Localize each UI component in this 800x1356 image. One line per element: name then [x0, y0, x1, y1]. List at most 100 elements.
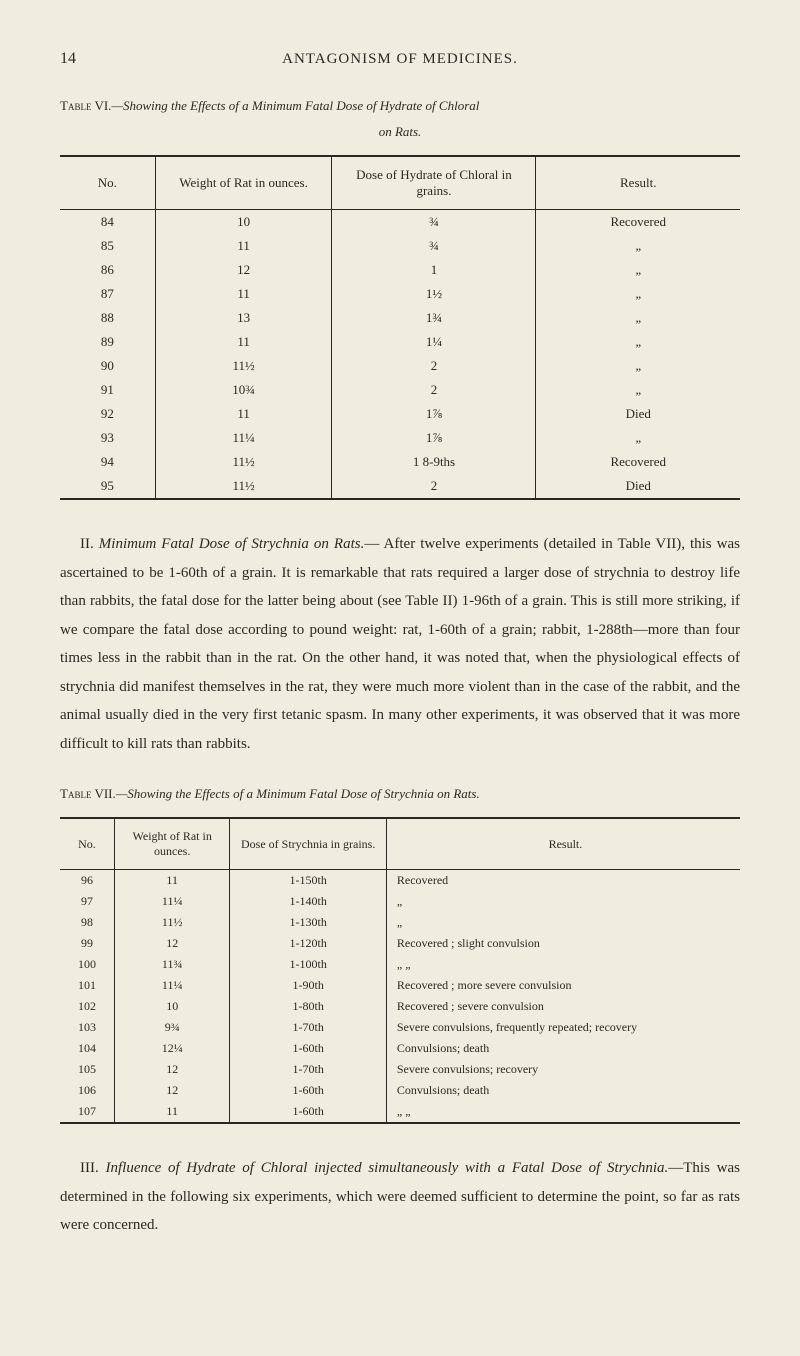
table-cell: Recovered ; severe convulsion — [386, 996, 740, 1017]
table-cell: 10¾ — [155, 378, 332, 402]
table-cell: 11½ — [155, 450, 332, 474]
table-cell: „ — [536, 354, 740, 378]
table6-caption: Table VI.—Showing the Effects of a Minim… — [60, 98, 740, 114]
table-row: 96111-150thRecovered — [60, 870, 740, 892]
table-cell: ¾ — [332, 234, 536, 258]
table-cell: 12 — [114, 933, 230, 954]
table-cell: 88 — [60, 306, 155, 330]
table-cell: Recovered ; slight convulsion — [386, 933, 740, 954]
table-row: 9711¼1-140th„ — [60, 891, 740, 912]
table-cell: Died — [536, 474, 740, 499]
table-cell: 92 — [60, 402, 155, 426]
table-cell: 1 8-9ths — [332, 450, 536, 474]
page-header: 14 ANTAGONISM OF MEDICINES. — [60, 50, 740, 68]
table-row: 102101-80thRecovered ; severe convulsion — [60, 996, 740, 1017]
table-cell: 11 — [155, 234, 332, 258]
table-cell: „ — [536, 330, 740, 354]
page-title: ANTAGONISM OF MEDICINES. — [100, 51, 740, 68]
table-row: 92111⅞Died — [60, 402, 740, 426]
table-cell: 11 — [155, 402, 332, 426]
table-cell: „ — [536, 258, 740, 282]
table-cell: 94 — [60, 450, 155, 474]
table-cell: 11½ — [155, 474, 332, 499]
table-row: 9811½1-130th„ — [60, 912, 740, 933]
para1-italic: Minimum Fatal Dose of Strychnia on Rats. — [99, 536, 365, 552]
table-cell: „ — [536, 282, 740, 306]
table-cell: 100 — [60, 954, 114, 975]
table-row: 10011¾1-100th„ „ — [60, 954, 740, 975]
table-cell: 12 — [114, 1059, 230, 1080]
table-cell: 106 — [60, 1080, 114, 1101]
table-cell: 86 — [60, 258, 155, 282]
table-cell: Convulsions; death — [386, 1080, 740, 1101]
table7-caption: Table VII.—Showing the Effects of a Mini… — [60, 786, 740, 802]
table-cell: 12 — [155, 258, 332, 282]
table6-caption-line2: on Rats. — [60, 124, 740, 140]
table-row: 1039¾1-70thSevere convulsions, frequentl… — [60, 1017, 740, 1038]
table6-caption-prefix: Table VI. — [60, 98, 111, 113]
table7-caption-prefix: Table VII. — [60, 786, 116, 801]
table-cell: 105 — [60, 1059, 114, 1080]
table-cell: 90 — [60, 354, 155, 378]
table-cell: 104 — [60, 1038, 114, 1059]
table6-caption-italic: —Showing the Effects of a Minimum Fatal … — [111, 98, 479, 113]
table-cell: 1-130th — [230, 912, 386, 933]
table-cell: 1¼ — [332, 330, 536, 354]
table-cell: 91 — [60, 378, 155, 402]
table-row: 9011½2„ — [60, 354, 740, 378]
table-cell: 11 — [114, 1101, 230, 1123]
table-cell: Severe convulsions, frequently repeated;… — [386, 1017, 740, 1038]
paragraph-ii: II. Minimum Fatal Dose of Strychnia on R… — [60, 530, 740, 758]
table-cell: 1-80th — [230, 996, 386, 1017]
para1-roman: II. — [80, 536, 94, 552]
table-cell: 1-60th — [230, 1038, 386, 1059]
table7-col-no: No. — [60, 818, 114, 870]
table-cell: 84 — [60, 210, 155, 235]
table-cell: 1-70th — [230, 1059, 386, 1080]
table-cell: 12¼ — [114, 1038, 230, 1059]
table-cell: 13 — [155, 306, 332, 330]
table-cell: 98 — [60, 912, 114, 933]
table-cell: 1-120th — [230, 933, 386, 954]
table-cell: 1-140th — [230, 891, 386, 912]
table-cell: „ — [536, 306, 740, 330]
table-cell: Recovered — [536, 450, 740, 474]
paragraph-iii: III. Influence of Hydrate of Chloral inj… — [60, 1154, 740, 1240]
table-cell: 12 — [114, 1080, 230, 1101]
table-cell: 1⅞ — [332, 426, 536, 450]
table7-col-result: Result. — [386, 818, 740, 870]
table-row: 9311¼1⅞„ — [60, 426, 740, 450]
table-cell: Recovered ; more severe convulsion — [386, 975, 740, 996]
table-cell: 2 — [332, 354, 536, 378]
table-row: 8410¾Recovered — [60, 210, 740, 235]
table-cell: 11¼ — [114, 891, 230, 912]
table-cell: „ „ — [386, 954, 740, 975]
table-cell: 10 — [155, 210, 332, 235]
table-cell: 11 — [155, 282, 332, 306]
table-cell: 1-70th — [230, 1017, 386, 1038]
table7-caption-italic: —Showing the Effects of a Minimum Fatal … — [116, 786, 480, 801]
table-cell: 9¾ — [114, 1017, 230, 1038]
table-cell: 1 — [332, 258, 536, 282]
table-cell: 1⅞ — [332, 402, 536, 426]
table-cell: 85 — [60, 234, 155, 258]
table-row: 87111½„ — [60, 282, 740, 306]
table-cell: „ — [536, 378, 740, 402]
table-cell: 2 — [332, 474, 536, 499]
table-cell: Convulsions; death — [386, 1038, 740, 1059]
table-cell: „ — [386, 891, 740, 912]
table-row: 9110¾2„ — [60, 378, 740, 402]
table-cell: 101 — [60, 975, 114, 996]
table6-col-no: No. — [60, 156, 155, 210]
table7-col-weight: Weight of Rat in ounces. — [114, 818, 230, 870]
table7-header-row: No. Weight of Rat in ounces. Dose of Str… — [60, 818, 740, 870]
table7: No. Weight of Rat in ounces. Dose of Str… — [60, 817, 740, 1124]
table-cell: 89 — [60, 330, 155, 354]
para2-italic: Influence of Hydrate of Chloral injected… — [105, 1160, 668, 1176]
table-cell: 1¾ — [332, 306, 536, 330]
table-row: 107111-60th„ „ — [60, 1101, 740, 1123]
table-cell: 10 — [114, 996, 230, 1017]
table-cell: 11¾ — [114, 954, 230, 975]
table-row: 9411½1 8-9thsRecovered — [60, 450, 740, 474]
table-cell: 1-90th — [230, 975, 386, 996]
